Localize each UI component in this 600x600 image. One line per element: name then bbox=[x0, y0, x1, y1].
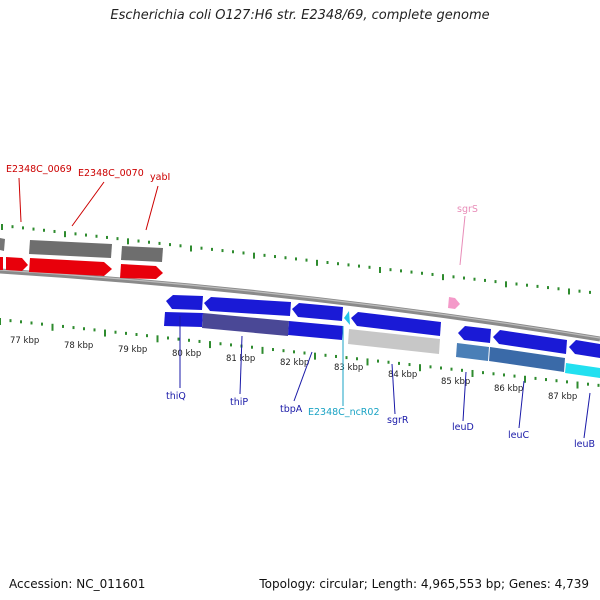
gene-block-leub-ncr bbox=[565, 363, 600, 378]
leader-line bbox=[18, 177, 22, 223]
leader-line bbox=[239, 335, 243, 395]
gene-label-leuc[interactable]: leuC bbox=[508, 430, 530, 441]
scale-label: 78 kbp bbox=[64, 341, 93, 351]
forward-gene-track bbox=[0, 238, 163, 262]
leader-line bbox=[462, 371, 467, 422]
cds-arrow-sgrr bbox=[351, 312, 441, 336]
leader-line bbox=[391, 363, 396, 415]
cds-arrow-e2348c-0070 bbox=[29, 258, 112, 276]
scale-label: 81 kbp bbox=[226, 354, 255, 364]
scale-label: 82 kbp bbox=[280, 358, 309, 368]
gene-label-yabi[interactable]: yabI bbox=[150, 172, 170, 183]
leader-line bbox=[71, 181, 105, 227]
srna-arrow-sgrs[interactable] bbox=[448, 297, 460, 309]
gene-label-leud[interactable]: leuD bbox=[452, 422, 474, 433]
outer-tick-row bbox=[1, 224, 591, 295]
gene-label-e2348c-0069[interactable]: E2348C_0069 bbox=[6, 164, 72, 175]
cds-arrow-leud bbox=[458, 326, 491, 343]
gene-label-sgrs[interactable]: sgrS bbox=[457, 204, 478, 215]
gene-block-leuc bbox=[489, 347, 565, 372]
gene-label-ncr02[interactable]: E2348C_ncR02 bbox=[308, 407, 380, 418]
gene-label-tbpa[interactable]: tbpA bbox=[280, 404, 303, 415]
gene-block-yabi bbox=[121, 246, 163, 262]
scale-labels: 77 kbp 78 kbp 79 kbp 80 kbp 81 kbp 82 kbp 83 k… bbox=[10, 336, 577, 402]
cds-arrow-e2348c-0069 bbox=[6, 257, 28, 271]
forward-cds-track bbox=[0, 257, 163, 279]
scale-label: 87 kbp bbox=[548, 392, 577, 402]
scale-label: 80 kbp bbox=[172, 349, 201, 359]
scale-label: 77 kbp bbox=[10, 336, 39, 346]
gene-block-tbpa bbox=[288, 321, 343, 340]
gene-block-thiq bbox=[164, 312, 203, 327]
gene-label-e2348c-0070[interactable]: E2348C_0070 bbox=[78, 168, 144, 179]
cds-arrow-thip bbox=[204, 297, 291, 316]
cds-arrow-tbpa bbox=[292, 303, 343, 321]
leader-line bbox=[293, 351, 313, 402]
genome-backbone bbox=[0, 268, 600, 342]
leader-line bbox=[459, 215, 466, 266]
inner-tick-row bbox=[0, 318, 600, 389]
scale-label: 84 kbp bbox=[388, 370, 417, 380]
gene-block-sgrr bbox=[348, 329, 440, 354]
gene-label-thiq[interactable]: thiQ bbox=[166, 391, 186, 402]
gene-block-e2348c-0070 bbox=[29, 240, 112, 258]
gene-label-sgrr[interactable]: sgrR bbox=[387, 415, 409, 426]
cds-arrow-thiq bbox=[166, 295, 203, 310]
topology-text: Topology: circular; Length: 4,965,553 bp… bbox=[259, 577, 589, 591]
gene-label-leub[interactable]: leuB bbox=[574, 439, 595, 450]
gene-label-thip[interactable]: thiP bbox=[230, 397, 248, 408]
leader-line bbox=[518, 380, 525, 429]
leader-line bbox=[145, 185, 159, 231]
gene-block-gray bbox=[0, 238, 5, 251]
map-title: Escherichia coli O127:H6 str. E2348/69, … bbox=[110, 8, 490, 23]
cds-arrow-e2348c-0069-tail bbox=[0, 257, 3, 270]
genome-backbone-highlight bbox=[0, 269, 600, 339]
gene-block-leud bbox=[456, 343, 489, 361]
gene-labels: E2348C_0069 E2348C_0070 yabI sgrS thiQ thiP tb… bbox=[6, 164, 595, 450]
cds-arrow-yabi bbox=[120, 264, 163, 279]
reverse-gene-track bbox=[164, 312, 600, 378]
scale-label: 85 kbp bbox=[441, 377, 470, 387]
scale-label: 86 kbp bbox=[494, 384, 523, 394]
ncrna-arrow-e2348c-ncr02 bbox=[344, 311, 350, 325]
reverse-cds-track bbox=[166, 295, 600, 358]
cds-arrow-leuc bbox=[493, 330, 567, 354]
accession-text: Accession: NC_011601 bbox=[9, 577, 146, 591]
leader-line bbox=[583, 392, 591, 439]
gene-block-thip bbox=[202, 313, 289, 336]
scale-label: 79 kbp bbox=[118, 345, 147, 355]
cds-arrow-leub bbox=[569, 340, 600, 358]
scale-label: 83 kbp bbox=[334, 363, 363, 373]
